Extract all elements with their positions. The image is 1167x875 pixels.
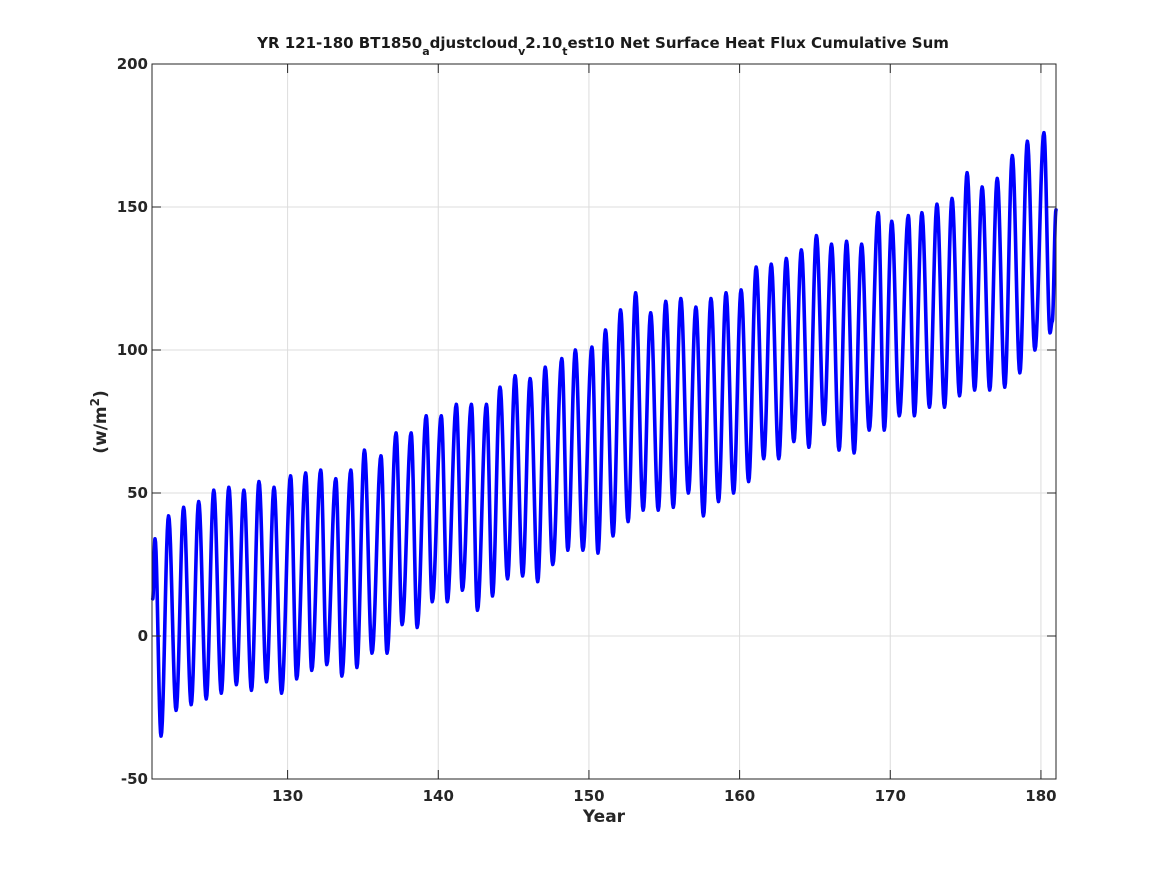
y-tick-label: 50 xyxy=(127,484,148,502)
net-heat-flux-cumsum-line xyxy=(150,130,1058,738)
x-tick-label: 150 xyxy=(573,787,604,805)
y-tick-labels: -50 0 50 100 150 200 xyxy=(117,55,148,788)
y-axis-label-end: ) xyxy=(91,390,111,398)
x-tick-label: 170 xyxy=(875,787,906,805)
chart-title-suffix: est10 Net Surface Heat Flux Cumulative S… xyxy=(568,34,949,52)
x-axis-label: Year xyxy=(582,807,626,827)
chart-title-sub1: a xyxy=(422,45,429,58)
y-axis-label-superscript: 2 xyxy=(88,398,102,406)
chart-title-mid1: djustcloud xyxy=(430,34,518,52)
axis-ticks xyxy=(152,63,1056,780)
x-tick-label: 140 xyxy=(423,787,454,805)
x-tick-labels: 130 140 150 160 170 180 xyxy=(272,787,1057,805)
x-tick-label: 130 xyxy=(272,787,303,805)
series-layer xyxy=(150,130,1058,738)
y-tick-label: -50 xyxy=(121,770,148,788)
x-tick-label: 180 xyxy=(1025,787,1056,805)
chart-title-mid2: 2.10 xyxy=(525,34,562,52)
y-tick-label: 100 xyxy=(117,341,148,359)
chart-title: YR 121-180 BT1850adjustcloudv2.10test10 … xyxy=(256,34,949,58)
x-tick-label: 160 xyxy=(724,787,755,805)
y-tick-label: 0 xyxy=(138,627,148,645)
chart-title-prefix: YR 121-180 BT1850 xyxy=(256,34,422,52)
chart-title-sub3: t xyxy=(562,45,567,58)
y-axis-label: (w/m2) xyxy=(88,390,111,454)
y-axis-label-base: (w/m xyxy=(91,406,111,453)
chart-title-sub2: v xyxy=(518,45,526,58)
plot-area xyxy=(152,64,1056,779)
y-tick-label: 150 xyxy=(117,198,148,216)
plot-frame xyxy=(151,63,1057,780)
y-tick-label: 200 xyxy=(117,55,148,73)
